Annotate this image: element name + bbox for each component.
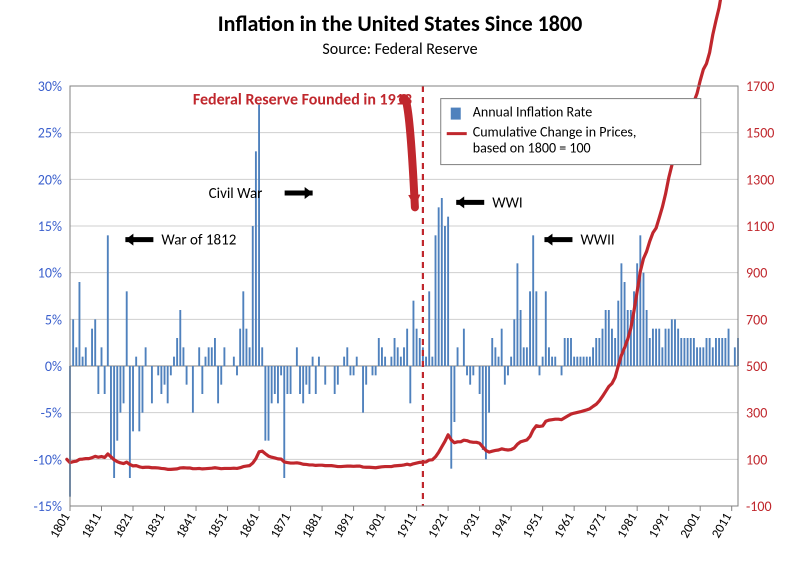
svg-text:1991: 1991 — [646, 511, 672, 541]
svg-text:1861: 1861 — [236, 511, 262, 541]
svg-text:0%: 0% — [45, 358, 62, 375]
svg-text:based on 1800 = 100: based on 1800 = 100 — [473, 140, 591, 157]
svg-text:-5%: -5% — [41, 405, 62, 422]
svg-text:1821: 1821 — [110, 511, 136, 541]
svg-text:1971: 1971 — [583, 511, 609, 541]
svg-text:-10%: -10% — [34, 451, 63, 468]
svg-text:500: 500 — [746, 358, 767, 375]
svg-text:100: 100 — [746, 451, 767, 468]
svg-text:1841: 1841 — [173, 511, 199, 541]
svg-text:Federal Reserve Founded in 191: Federal Reserve Founded in 1913 — [193, 91, 412, 110]
svg-text:1811: 1811 — [79, 511, 105, 541]
svg-text:1500: 1500 — [746, 125, 774, 142]
chart-subtitle: Source: Federal Reserve — [0, 40, 800, 59]
svg-text:1300: 1300 — [746, 171, 774, 188]
svg-text:25%: 25% — [38, 125, 62, 142]
svg-text:300: 300 — [746, 405, 767, 422]
svg-text:1831: 1831 — [142, 511, 168, 541]
svg-text:1961: 1961 — [551, 511, 577, 541]
svg-text:1931: 1931 — [457, 511, 483, 541]
chart-title: Inflation in the United States Since 180… — [0, 10, 800, 37]
svg-text:1901: 1901 — [362, 511, 388, 541]
svg-text:900: 900 — [746, 265, 767, 282]
svg-text:1941: 1941 — [488, 511, 514, 541]
svg-text:1981: 1981 — [614, 511, 640, 541]
svg-text:1801: 1801 — [47, 511, 73, 541]
svg-text:1891: 1891 — [331, 511, 357, 541]
svg-text:1700: 1700 — [746, 78, 774, 95]
inflation-chart: Inflation in the United States Since 180… — [0, 0, 800, 573]
svg-text:WWI: WWI — [492, 194, 522, 212]
svg-text:1881: 1881 — [299, 511, 325, 541]
svg-text:1871: 1871 — [268, 511, 294, 541]
svg-text:5%: 5% — [45, 311, 62, 328]
svg-text:-100: -100 — [746, 498, 772, 515]
svg-text:1921: 1921 — [425, 511, 451, 541]
svg-text:10%: 10% — [38, 265, 62, 282]
svg-text:1911: 1911 — [394, 511, 420, 541]
svg-text:20%: 20% — [38, 171, 62, 188]
svg-text:1851: 1851 — [205, 511, 231, 541]
svg-text:2011: 2011 — [709, 511, 735, 541]
svg-text:Annual Inflation Rate: Annual Inflation Rate — [473, 104, 592, 121]
svg-text:700: 700 — [746, 311, 767, 328]
svg-text:1100: 1100 — [746, 218, 774, 235]
svg-text:Civil War: Civil War — [209, 185, 263, 203]
svg-text:15%: 15% — [38, 218, 62, 235]
svg-text:War of 1812: War of 1812 — [161, 232, 236, 250]
svg-text:-15%: -15% — [34, 498, 63, 515]
svg-text:2001: 2001 — [677, 511, 703, 541]
svg-text:1951: 1951 — [520, 511, 546, 541]
svg-text:Cumulative Change in Prices,: Cumulative Change in Prices, — [473, 124, 637, 141]
chart-canvas: -15% -10% -5% 0% 5% 10% 15% 20% 25% 30% -100 100 300… — [0, 0, 800, 573]
svg-text:WWII: WWII — [580, 232, 614, 250]
svg-text:30%: 30% — [38, 78, 62, 95]
